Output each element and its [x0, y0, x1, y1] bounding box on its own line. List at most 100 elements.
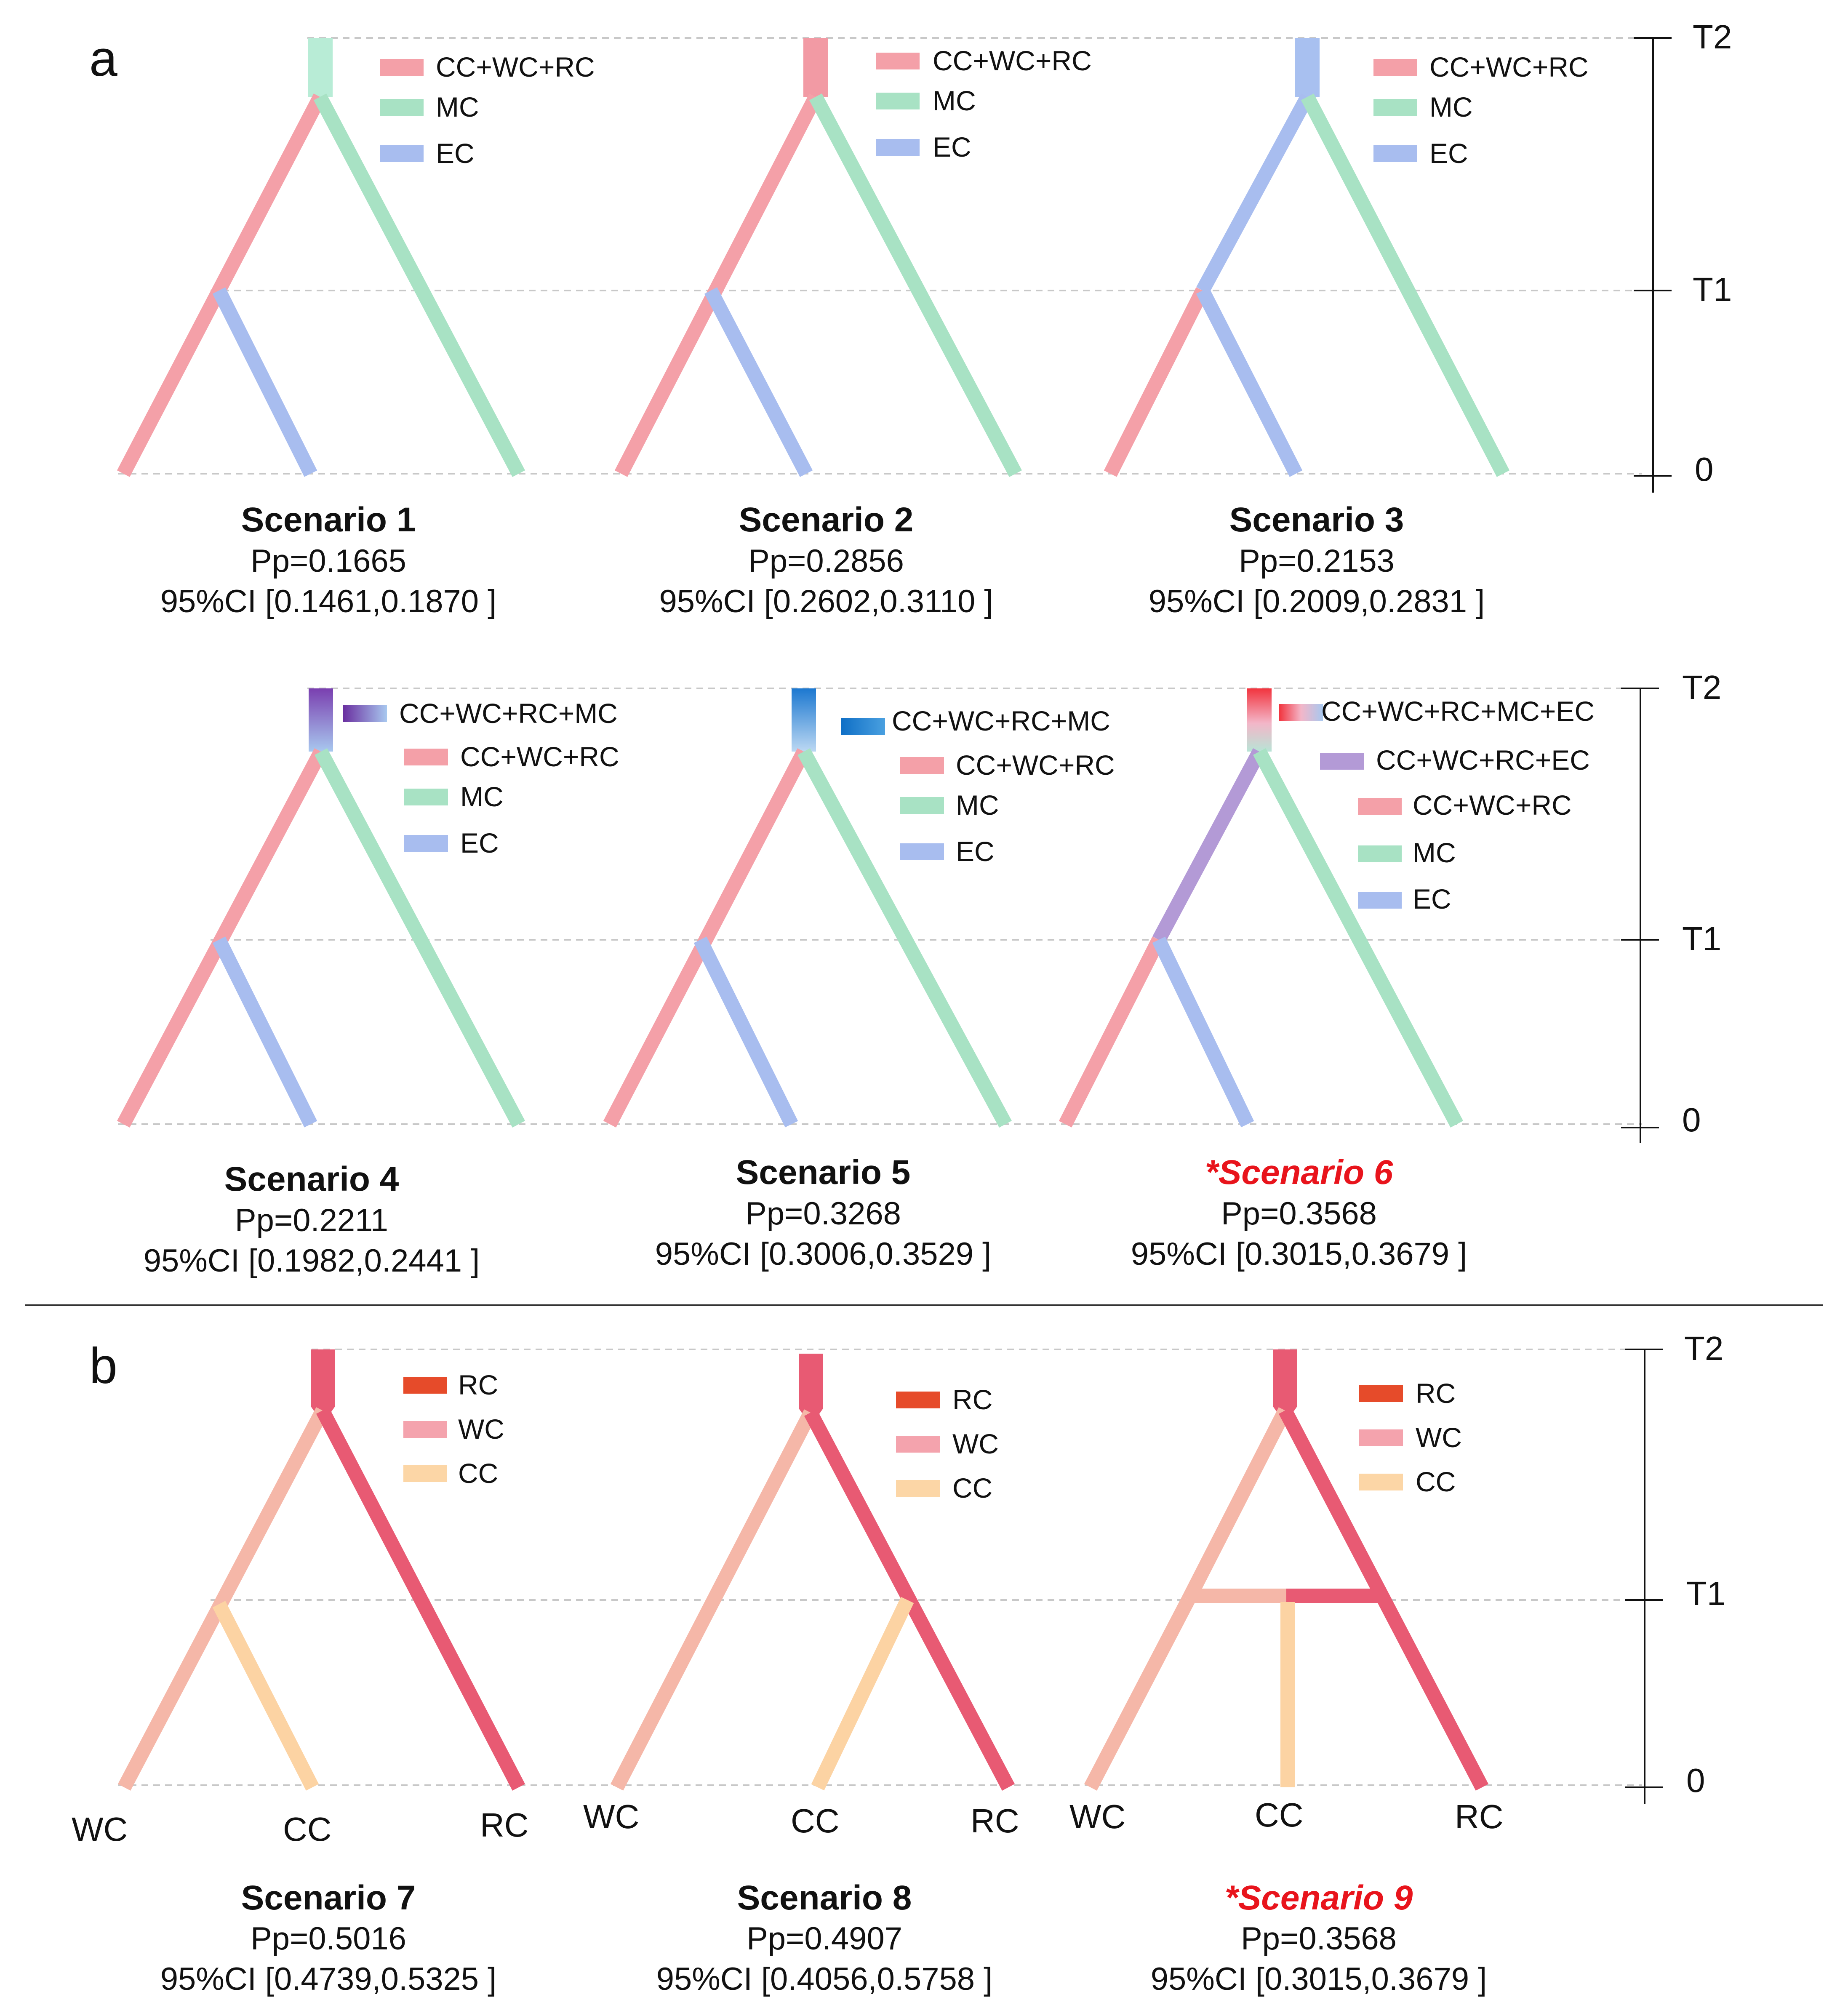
legend-label: EC: [460, 827, 499, 859]
legend-label: WC: [952, 1428, 999, 1459]
legend-swatch-cc-wc-rc-ec: [1320, 753, 1364, 770]
legend-label: EC: [1413, 883, 1451, 915]
scenario-ci: 95%CI [0.3015,0.3679 ]: [1131, 1236, 1467, 1272]
legend-label: MC: [933, 85, 976, 116]
legend-swatch-ec: [404, 835, 448, 852]
axis-label-t1: T1: [1682, 920, 1721, 957]
scenario-1-legend: CC+WC+RC MC EC: [380, 51, 595, 169]
panel-label-a: a: [89, 30, 117, 87]
legend-swatch-cc-wc-rc: [404, 749, 448, 765]
legend-label: EC: [436, 138, 475, 169]
scenario-title: Scenario 4: [224, 1160, 399, 1198]
scenario-ci: 95%CI [0.2009,0.2831 ]: [1149, 584, 1485, 619]
scenario-7-caption: Scenario 7 Pp=0.5016 95%CI [0.4739,0.532…: [160, 1879, 497, 1997]
legend-swatch-mc: [404, 789, 448, 805]
legend-label: CC+WC+RC+MC: [892, 705, 1110, 736]
branch-mc: [313, 93, 525, 477]
scenario-7-leaves: WC CC RC: [72, 1806, 529, 1848]
legend-swatch-cc-wc-rc: [1373, 59, 1417, 76]
root-stem: [803, 38, 828, 97]
legend-swatch-mc: [1373, 99, 1417, 116]
legend-label: WC: [458, 1413, 504, 1445]
root-stem: [1247, 688, 1272, 752]
scenario-title: Scenario 3: [1229, 501, 1404, 539]
scenario-ci: 95%CI [0.1461,0.1870 ]: [160, 584, 497, 619]
scenario-title: Scenario 8: [737, 1879, 912, 1917]
branch-wc-lower: [1084, 1597, 1195, 1791]
legend-label: CC: [952, 1472, 992, 1504]
time-axis-row2: T2 T1 0: [1621, 669, 1721, 1143]
legend-label: EC: [1429, 138, 1468, 169]
scenario-pp: Pp=0.2153: [1239, 543, 1395, 579]
scenario-1-caption: Scenario 1 Pp=0.1665 95%CI [0.1461,0.187…: [160, 501, 497, 619]
branch-cc-wc-rc: [117, 748, 328, 1128]
legend-swatch-cc-wc-rc: [1358, 798, 1402, 815]
legend-swatch-cc-wc-rc: [876, 53, 920, 69]
scenario-pp: Pp=0.3568: [1241, 1921, 1397, 1957]
scenario-5-tree: [603, 688, 1012, 1128]
scenario-2-caption: Scenario 2 Pp=0.2856 95%CI [0.2602,0.311…: [659, 501, 993, 619]
axis-label-zero: 0: [1686, 1762, 1705, 1799]
axis-label-zero: 0: [1682, 1101, 1701, 1138]
branch-cc-wc-rc-ec: [1152, 748, 1266, 944]
legend-label: MC: [1429, 91, 1473, 123]
branch-wc-upper: [1181, 1407, 1292, 1603]
root-stem: [308, 38, 333, 97]
branch-left: [117, 1407, 329, 1791]
legend-label: CC: [1416, 1466, 1456, 1497]
leaf-label-rc: RC: [971, 1802, 1019, 1840]
legend-swatch-cc: [896, 1480, 940, 1497]
scenario-pp: Pp=0.5016: [251, 1921, 406, 1957]
scenario-5-caption: Scenario 5 Pp=0.3268 95%CI [0.3006,0.352…: [655, 1153, 992, 1272]
panel-label-b: b: [89, 1338, 117, 1394]
legend-label: CC+WC+RC: [460, 741, 619, 772]
legend-swatch-cc-wc-rc-mc: [841, 718, 885, 735]
legend-swatch-cc-wc-rc: [900, 757, 944, 774]
branch-ec: [704, 287, 813, 477]
legend-label: CC: [458, 1458, 498, 1489]
legend-label: MC: [1413, 837, 1456, 868]
scenario-4-tree: [117, 688, 525, 1128]
legend-label: CC+WC+RC+MC+EC: [1321, 696, 1595, 727]
root-stem: [1295, 38, 1320, 97]
legend-swatch-rc: [896, 1392, 940, 1408]
leaf-label-cc: CC: [1255, 1796, 1304, 1834]
scenario-6-legend: CC+WC+RC+MC+EC CC+WC+RC+EC CC+WC+RC MC E…: [1279, 696, 1595, 915]
scenario-3-legend: CC+WC+RC MC EC: [1373, 51, 1589, 169]
legend-label: RC: [1416, 1378, 1456, 1409]
scenario-8-tree: [610, 1354, 1015, 1791]
branch-cc: [811, 1597, 914, 1791]
branch-ec: [1196, 287, 1303, 477]
axis-label-t2: T2: [1684, 1330, 1723, 1367]
legend-swatch-cc: [403, 1465, 447, 1482]
leaf-label-wc: WC: [583, 1798, 639, 1835]
scenario-6-tree: [1059, 688, 1464, 1128]
legend-label: CC+WC+RC: [1429, 51, 1589, 83]
legend-label: MC: [460, 781, 504, 812]
scenario-9-legend: RC WC CC: [1359, 1378, 1462, 1497]
axis-label-t2: T2: [1693, 18, 1732, 56]
legend-label: RC: [952, 1384, 992, 1415]
leaf-label-cc: CC: [283, 1810, 332, 1848]
legend-swatch-all: [1279, 704, 1323, 721]
legend-swatch-mc: [1358, 845, 1402, 862]
axis-label-zero: 0: [1695, 451, 1714, 488]
leaf-label-rc: RC: [480, 1806, 529, 1844]
legend-swatch-cc: [1359, 1474, 1403, 1490]
scenario-ci: 95%CI [0.2602,0.3110 ]: [659, 584, 993, 619]
axis-label-t2: T2: [1682, 669, 1721, 706]
legend-label: RC: [458, 1369, 498, 1400]
legend-label: MC: [956, 789, 999, 821]
legend-label: WC: [1416, 1422, 1462, 1453]
scenario-title: Scenario 1: [241, 501, 416, 539]
scenario-9-leaves: WC CC RC: [1069, 1796, 1504, 1835]
scenario-title-selected: *Scenario 6: [1205, 1153, 1394, 1192]
scenario-2-tree: [614, 38, 1022, 477]
branch-ec: [212, 936, 317, 1128]
scenario-8-legend: RC WC CC: [896, 1384, 999, 1504]
scenario-pp: Pp=0.4907: [747, 1921, 902, 1957]
scenario-3-tree: [1104, 38, 1510, 477]
root-stem: [799, 1354, 823, 1417]
branch-ec: [693, 936, 798, 1128]
